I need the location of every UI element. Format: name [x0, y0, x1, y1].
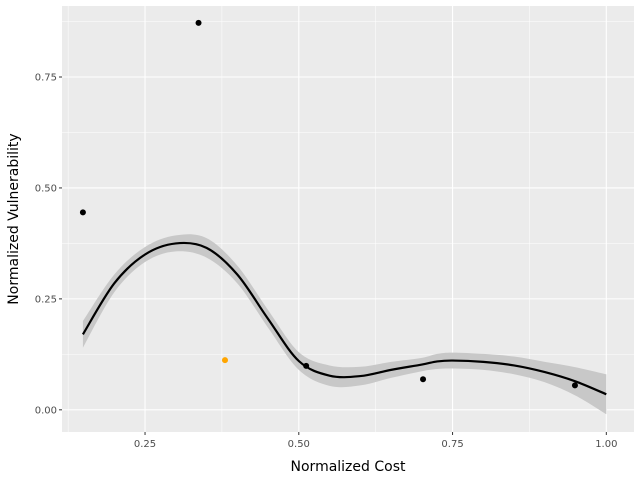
data-points	[79, 19, 578, 389]
data-point	[571, 382, 578, 389]
y-tick-label: 0.75	[35, 73, 57, 84]
data-point	[420, 376, 427, 383]
data-point	[79, 209, 86, 216]
x-tick-label: 0.50	[288, 439, 310, 450]
x-tick-label: 1.00	[595, 439, 617, 450]
x-axis-title: Normalized Cost	[291, 459, 406, 475]
y-tick-label: 0.00	[35, 405, 57, 416]
smooth-line	[81, 241, 607, 396]
x-axis-ticks: 0.25 0.50 0.75 1.00	[134, 432, 617, 450]
confidence-ribbon	[82, 234, 607, 415]
x-tick-label: 0.75	[441, 439, 463, 450]
x-tick-label: 0.25	[134, 439, 156, 450]
data-point	[303, 362, 310, 369]
y-axis-title: Normalized Vulnerability	[6, 133, 22, 304]
y-tick-label: 0.25	[35, 294, 57, 305]
data-point	[195, 19, 202, 26]
y-axis-ticks: 0.00 0.25 0.50 0.75	[35, 73, 62, 416]
data-point	[221, 357, 228, 364]
y-tick-label: 0.50	[35, 183, 57, 194]
